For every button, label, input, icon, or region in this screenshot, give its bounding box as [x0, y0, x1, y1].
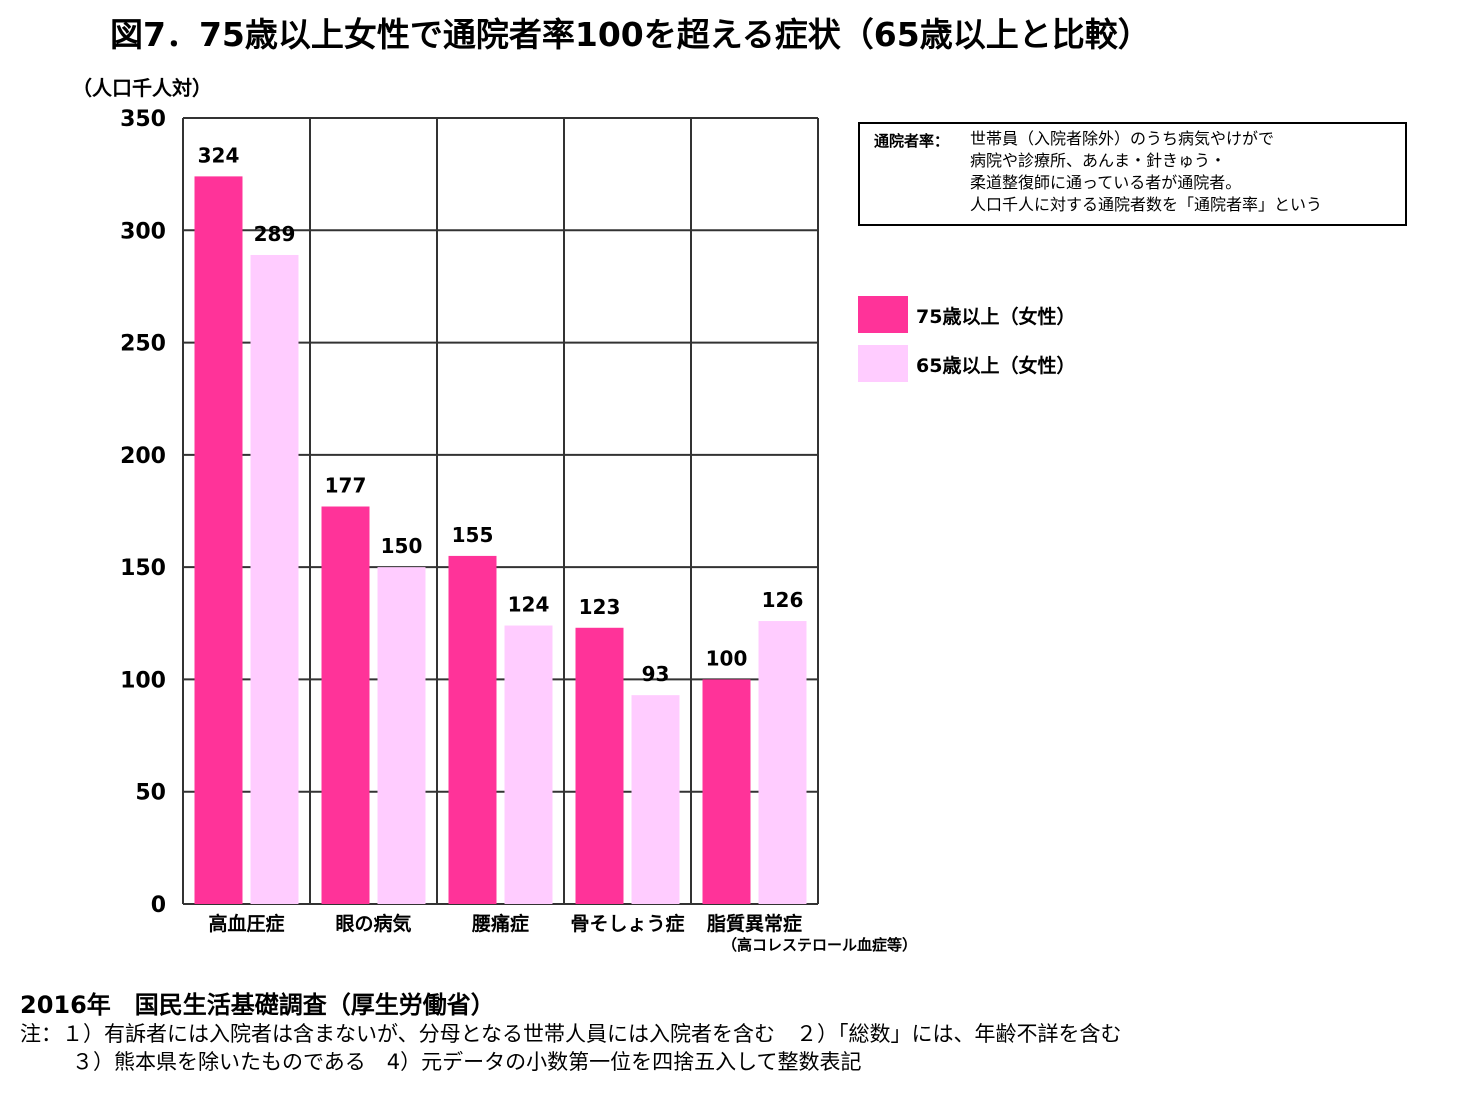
x-tick-label: 骨そしょう症 [570, 912, 684, 935]
data-label: 150 [381, 534, 423, 558]
bar [702, 679, 751, 904]
definition-box: 通院者率： 世帯員（入院者除外）のうち病気やけがで 病院や診療所、あんま・針きゅ… [858, 122, 1407, 226]
data-label: 289 [254, 222, 296, 246]
chart-title: 図7．75歳以上女性で通院者率100を超える症状（65歳以上と比較） [110, 15, 1151, 54]
bar-chart: 0 50 100 150 200 250 300 350 324 177 155 123 100 289 1… [120, 107, 819, 935]
legend-swatch [858, 345, 908, 382]
data-label: 123 [579, 595, 621, 619]
data-label: 324 [198, 143, 240, 167]
y-tick-label: 0 [151, 893, 166, 918]
y-tick-label: 100 [120, 668, 166, 693]
data-label: 100 [706, 646, 748, 670]
y-axis-unit-label: （人口千人対） [72, 76, 212, 100]
bar [631, 695, 680, 904]
bar [448, 555, 497, 904]
bar [321, 506, 370, 904]
source-text: 2016年 国民生活基礎調査（厚生労働省） [20, 991, 495, 1019]
bar [377, 567, 426, 904]
data-label: 93 [642, 662, 670, 686]
y-tick-label: 50 [135, 781, 166, 806]
y-tick-label: 250 [120, 332, 166, 357]
y-tick-label: 300 [120, 219, 166, 244]
definition-line: 世帯員（入院者除外）のうち病気やけがで [970, 129, 1275, 148]
x-tick-label: 脂質異常症 [707, 912, 802, 935]
definition-line: 柔道整復師に通っている者が通院者。 [970, 173, 1242, 192]
bar [758, 621, 807, 904]
category-sublabel: （高コレステロール血症等） [722, 936, 918, 954]
definition-label: 通院者率： [874, 132, 950, 150]
legend-label: 75歳以上（女性） [916, 306, 1076, 328]
note-line: ３）熊本県を除いたものである 4）元データの小数第一位を四捨五入して整数表記 [72, 1050, 862, 1074]
x-tick-label: 腰痛症 [471, 912, 529, 935]
definition-text: 世帯員（入院者除外）のうち病気やけがで 病院や診療所、あんま・針きゅう・ 柔道整… [970, 128, 1322, 216]
data-label: 155 [452, 523, 494, 547]
y-tick-label: 350 [120, 107, 166, 132]
bar [250, 254, 299, 904]
legend-swatch [858, 296, 908, 333]
data-label: 124 [508, 593, 550, 617]
x-tick-label: 高血圧症 [208, 912, 284, 935]
bar [504, 625, 553, 904]
legend-label: 65歳以上（女性） [916, 355, 1076, 377]
definition-line: 病院や診療所、あんま・針きゅう・ [970, 151, 1227, 170]
data-label: 177 [325, 474, 367, 498]
bar [575, 627, 624, 904]
definition-line: 人口千人に対する通院者数を「通院者率」という [970, 195, 1323, 214]
y-tick-label: 200 [120, 444, 166, 469]
data-label: 126 [762, 588, 804, 612]
y-tick-label: 150 [120, 556, 166, 581]
note-line: 注：１）有訴者には入院者は含まないが、分母となる世帯人員には入院者を含む ２）「… [20, 1022, 1122, 1046]
bar [194, 176, 243, 905]
x-tick-label: 眼の病気 [335, 912, 411, 935]
